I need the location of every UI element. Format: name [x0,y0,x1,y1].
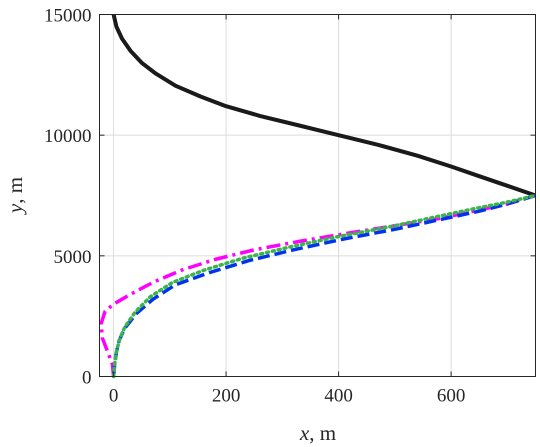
x-axis-unit: , m [309,421,336,445]
y-axis-variable: y [3,203,27,215]
x-tick-label: 400 [324,386,353,407]
y-tick-label: 5000 [54,247,92,268]
series-line-1 [111,14,537,198]
y-tick-label: 10000 [44,126,92,147]
x-tick-label: 200 [212,386,241,407]
y-axis-label: y, m [3,177,27,215]
series-line-4 [111,193,538,379]
axis-ticks: 0 200 400 600 0 5000 10000 15000 [44,6,536,407]
y-tick-label: 15000 [44,6,92,27]
x-tick-label: 600 [437,386,466,407]
x-tick-label: 0 [109,386,119,407]
x-axis-variable: x [299,421,310,445]
x-axis-label: x, m [299,421,336,445]
grid-lines [99,14,536,377]
y-axis-unit: , m [3,177,27,204]
series-line-3 [111,193,537,377]
y-tick-label: 0 [82,368,92,389]
series-line-2 [99,193,537,377]
plot-frame [99,14,536,377]
plot-series [99,14,538,379]
